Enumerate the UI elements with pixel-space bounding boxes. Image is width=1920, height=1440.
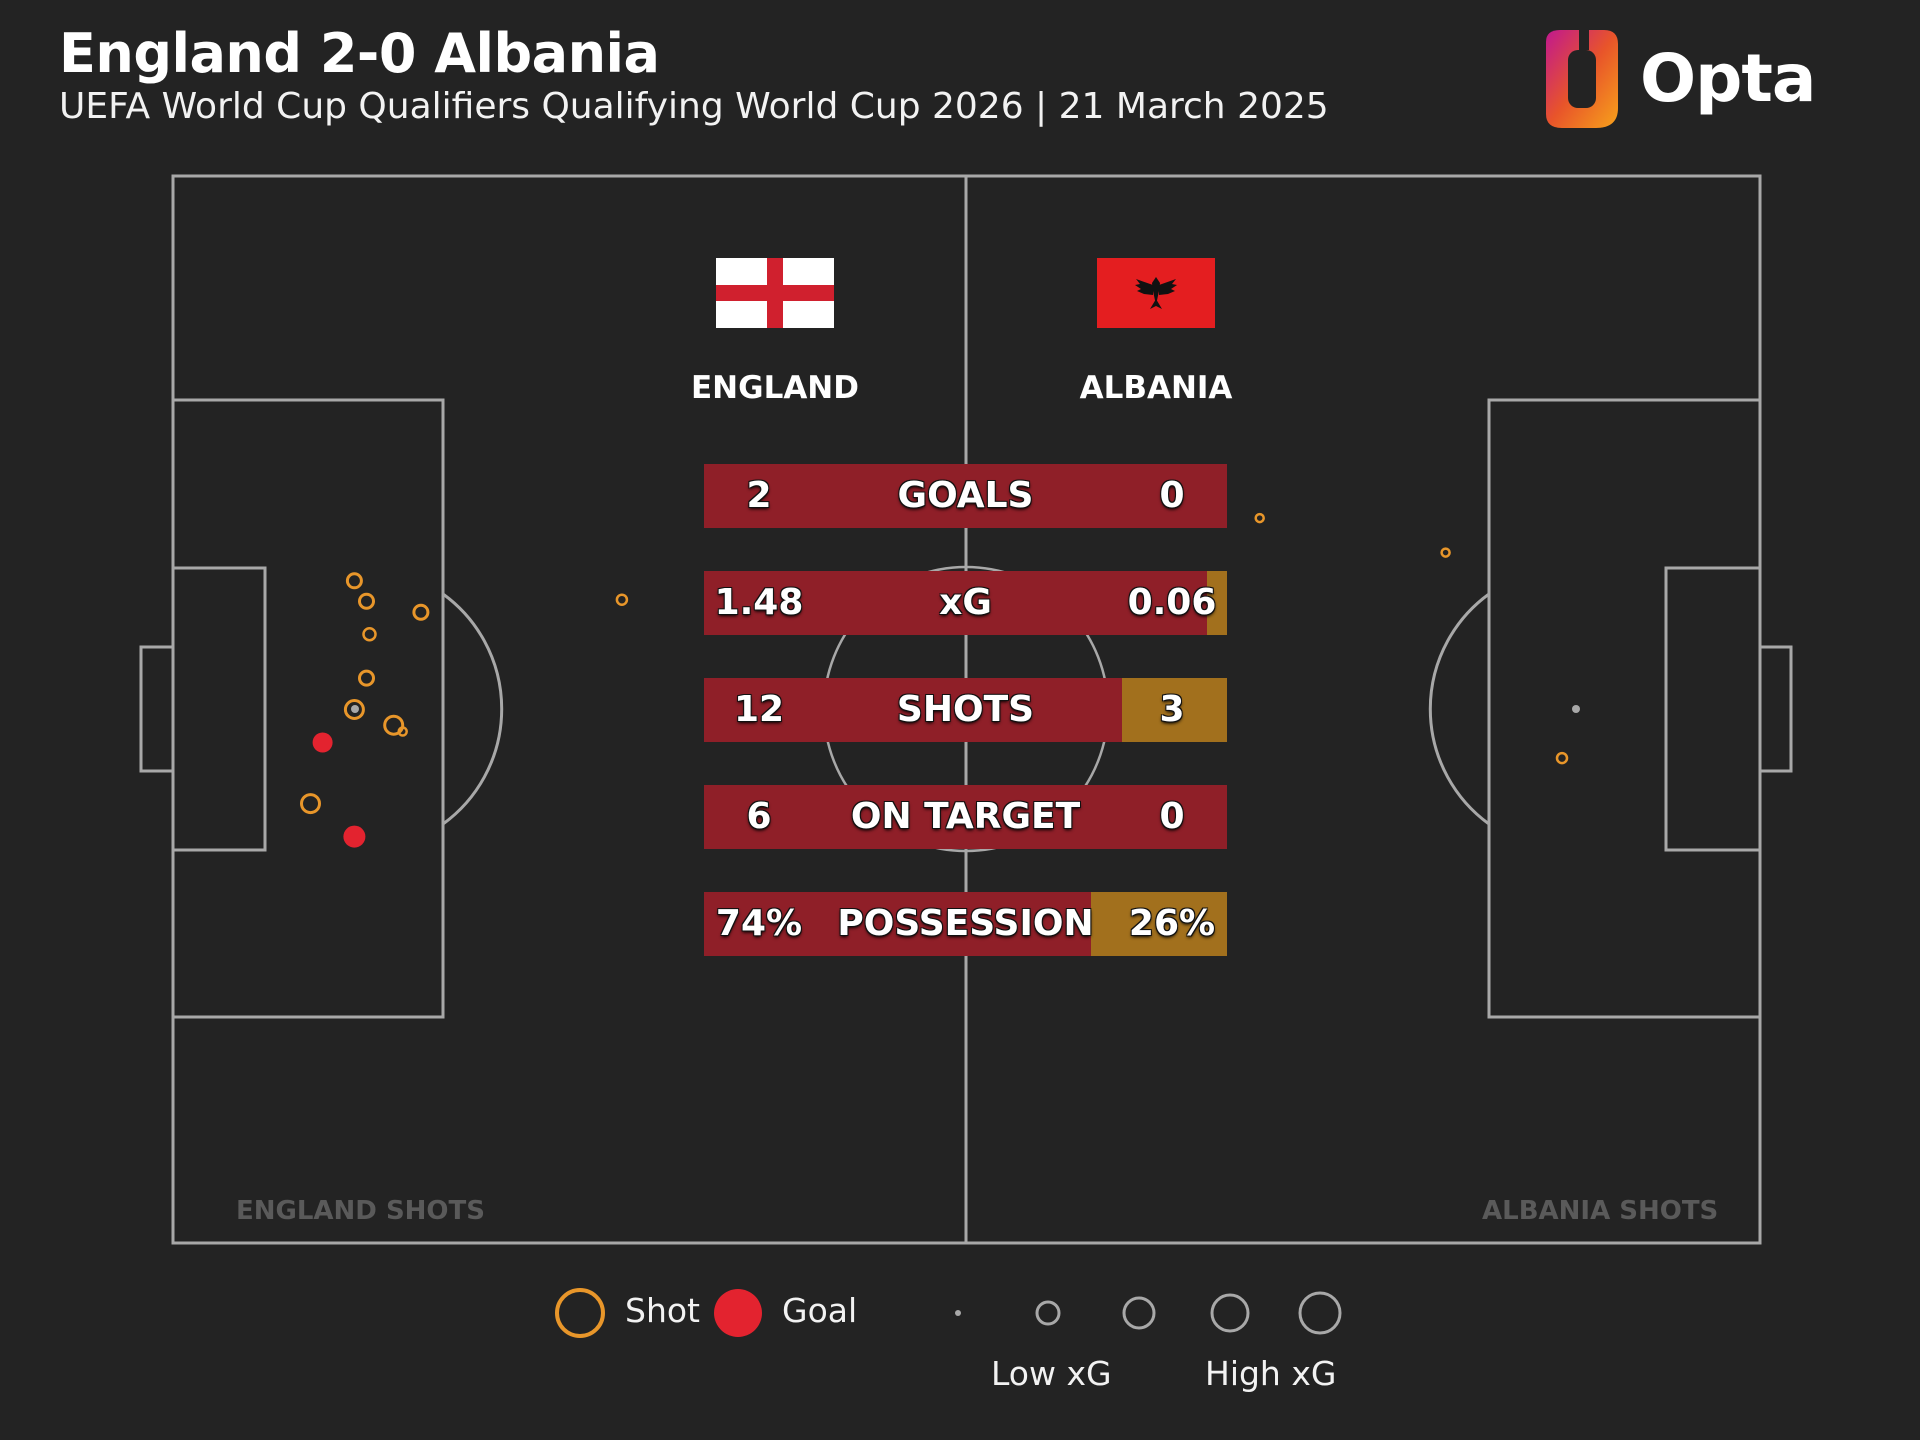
left-goal bbox=[139, 645, 175, 773]
legend-xg-size-1 bbox=[955, 1310, 961, 1316]
stat-away-share-bar bbox=[1091, 892, 1227, 956]
stat-away-share-bar bbox=[1206, 571, 1227, 635]
england-shot-marker bbox=[383, 714, 405, 736]
stat-label: SHOTS bbox=[896, 689, 1035, 730]
stat-away-value: 0 bbox=[1159, 796, 1185, 837]
england-goal-marker bbox=[312, 732, 333, 753]
right-goal bbox=[1758, 645, 1793, 773]
stat-away-value: 0.06 bbox=[1127, 582, 1217, 623]
stat-away-value: 26% bbox=[1128, 903, 1216, 944]
right-penalty-spot bbox=[1572, 705, 1580, 713]
legend-shot-marker bbox=[555, 1288, 605, 1338]
legend-goal-marker bbox=[714, 1289, 762, 1337]
stat-away-value: 0 bbox=[1159, 475, 1185, 516]
england-shot-marker bbox=[362, 626, 377, 642]
england-shot-marker bbox=[358, 592, 375, 610]
page-title: England 2-0 Albania bbox=[59, 22, 660, 85]
legend-xg-size-5 bbox=[1298, 1291, 1342, 1335]
england-shot-marker bbox=[343, 699, 365, 720]
stat-row-possession: 74% POSSESSION 26% bbox=[704, 892, 1227, 956]
legend-xg-size-4 bbox=[1210, 1293, 1250, 1333]
england-goal-marker bbox=[343, 825, 366, 848]
home-shots-label: ENGLAND SHOTS bbox=[236, 1196, 485, 1226]
stat-away-value: 3 bbox=[1159, 689, 1185, 730]
left-penalty-arc bbox=[442, 592, 504, 826]
england-flag bbox=[716, 258, 834, 328]
shots-layer bbox=[300, 512, 1569, 848]
england-shot-marker bbox=[300, 793, 321, 815]
albania-shot-marker bbox=[1254, 512, 1265, 524]
stat-label: POSSESSION bbox=[837, 903, 1094, 944]
stat-row-shots: 12 SHOTS 3 bbox=[704, 678, 1227, 742]
legend-high-xg-label: High xG bbox=[1205, 1354, 1337, 1393]
home-team-name: ENGLAND bbox=[691, 370, 859, 406]
page-subtitle: UEFA World Cup Qualifiers Qualifying Wor… bbox=[59, 86, 1329, 127]
stat-row-xg: 1.48 xG 0.06 bbox=[704, 571, 1227, 635]
stat-home-value: 6 bbox=[746, 796, 772, 837]
away-shots-label: ALBANIA SHOTS bbox=[1482, 1196, 1719, 1226]
left-penalty-spot bbox=[351, 705, 359, 713]
england-shot-marker bbox=[412, 603, 430, 621]
legend bbox=[555, 1288, 1342, 1338]
right-penalty-area bbox=[1487, 398, 1762, 1019]
stat-row-on-target: 6 ON TARGET 0 bbox=[704, 785, 1227, 849]
stat-label: ON TARGET bbox=[850, 796, 1081, 837]
stat-home-value: 12 bbox=[733, 689, 785, 730]
opta-logo: Opta bbox=[1532, 28, 1816, 132]
stat-home-value: 1.48 bbox=[714, 582, 804, 623]
right-penalty-arc bbox=[1428, 592, 1490, 826]
brand-name: Opta bbox=[1640, 40, 1816, 117]
stat-label: GOALS bbox=[897, 475, 1034, 516]
albania-flag bbox=[1097, 258, 1215, 328]
legend-goal-label: Goal bbox=[782, 1291, 858, 1330]
stat-label: xG bbox=[939, 582, 992, 623]
away-team-name: ALBANIA bbox=[1079, 370, 1233, 406]
left-six-yard-box bbox=[171, 566, 267, 852]
stat-away-share-bar bbox=[1122, 678, 1227, 742]
legend-xg-size-3 bbox=[1122, 1296, 1156, 1330]
opta-logo-icon bbox=[1546, 28, 1618, 128]
england-shot-marker bbox=[345, 572, 363, 590]
stat-home-value: 74% bbox=[715, 903, 803, 944]
albania-shot-marker bbox=[1555, 751, 1569, 765]
left-penalty-area bbox=[171, 398, 445, 1019]
legend-shot-label: Shot bbox=[625, 1291, 700, 1330]
albania-shot-marker bbox=[1440, 547, 1451, 558]
england-shot-marker bbox=[358, 669, 375, 687]
legend-low-xg-label: Low xG bbox=[991, 1354, 1112, 1393]
stat-row-goals: 2 GOALS 0 bbox=[704, 464, 1227, 528]
right-six-yard-box bbox=[1664, 566, 1762, 852]
england-shot-marker bbox=[615, 593, 629, 606]
legend-xg-size-2 bbox=[1035, 1300, 1061, 1326]
stat-home-value: 2 bbox=[746, 475, 772, 516]
